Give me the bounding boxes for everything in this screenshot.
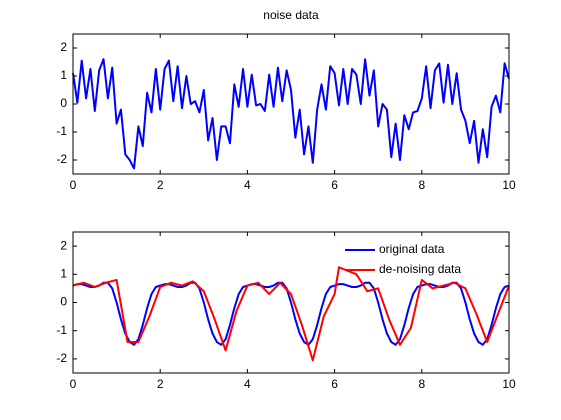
y-tick-label: 1 [60,68,67,82]
y-tick-label: 0 [60,295,67,309]
y-tick-label: -1 [56,124,67,138]
data-line [72,281,510,346]
y-tick-label: 0 [60,96,67,110]
y-tick-label: 2 [60,40,67,54]
legend-label: de-noising data [379,262,461,276]
x-tick-label: 6 [331,178,338,192]
x-tick-label: 4 [244,377,251,391]
x-tick-label: 6 [331,377,338,391]
x-tick-label: 4 [244,178,251,192]
y-tick-label: -2 [56,152,67,166]
data-line [72,58,510,170]
x-tick-label: 0 [70,178,77,192]
x-tick-label: 0 [70,377,77,391]
x-tick-label: 8 [418,377,425,391]
data-line [72,266,510,362]
axes-background [73,34,509,174]
x-tick-label: 10 [502,178,516,192]
legend-label: original data [379,242,445,256]
x-tick-label: 2 [157,178,164,192]
x-tick-label: 10 [502,377,516,391]
y-tick-label: 2 [60,238,67,252]
x-tick-label: 2 [157,377,164,391]
chart-title: noise data [263,8,319,22]
x-tick-label: 8 [418,178,425,192]
y-tick-label: -1 [56,323,67,337]
y-tick-label: 1 [60,266,67,280]
y-tick-label: -2 [56,351,67,365]
